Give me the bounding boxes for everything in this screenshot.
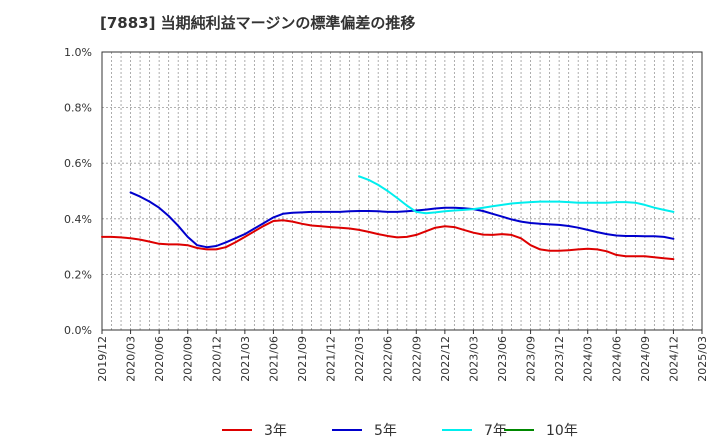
y-tick-label: 1.0% [64,46,92,59]
x-tick-label: 2020/09 [182,336,195,382]
x-tick-label: 2022/12 [439,336,452,382]
series-line-3年 [101,219,675,261]
x-tick-label: 2019/12 [96,336,109,382]
legend-label: 10年 [546,423,578,439]
x-tick-label: 2022/03 [353,336,366,382]
x-tick-label: 2022/06 [382,336,395,382]
legend-swatch [504,429,534,431]
legend-item: 10年 [504,420,578,440]
legend-label: 7年 [484,423,507,439]
legend-item: 3年 [222,420,287,440]
x-tick-label: 2024/12 [667,336,680,382]
y-tick-label: 0.0% [64,324,92,337]
legend-item: 7年 [442,420,507,440]
x-tick-label: 2024/09 [639,336,652,382]
x-tick-label: 2020/12 [210,336,223,382]
plot-border [101,51,703,331]
x-tick-label: 2021/06 [267,336,280,382]
x-tick-labels: 2019/12 2020/03 2020/06 2020/09 2020/12 2021/… [96,336,709,382]
x-tick-label: 2020/03 [125,336,138,382]
x-tick-label: 2022/09 [410,336,423,382]
series-lines [101,175,675,261]
chart-title: [7883] 当期純利益マージンの標準偏差の推移 [100,14,416,32]
x-tick-label: 2023/12 [553,336,566,382]
x-tick-label: 2024/03 [582,336,595,382]
x-tick-label: 2024/06 [610,336,623,382]
legend-label: 3年 [264,423,287,439]
x-tick-label: 2021/12 [325,336,338,382]
grid-lines [101,51,703,331]
y-tick-label: 0.2% [64,268,92,281]
series-line-5年 [129,191,675,249]
legend-swatch [332,429,362,431]
y-tick-labels: 0.0% 0.2% 0.4% 0.6% 0.8% 1.0% [64,46,92,337]
x-tick-label: 2020/06 [153,336,166,382]
axes [101,51,703,334]
legend-swatch [442,429,472,431]
x-tick-label: 2021/09 [296,336,309,382]
legend-item: 5年 [332,420,397,440]
x-tick-label: 2023/03 [467,336,480,382]
legend-swatch [222,429,252,431]
x-tick-label: 2023/09 [525,336,538,382]
y-tick-label: 0.8% [64,102,92,115]
x-tick-label: 2023/06 [496,336,509,382]
series-line-7年 [358,175,675,215]
y-tick-label: 0.6% [64,157,92,170]
legend-label: 5年 [374,423,397,439]
y-tick-label: 0.4% [64,213,92,226]
x-tick-label: 2025/03 [696,336,709,382]
x-tick-label: 2021/03 [239,336,252,382]
